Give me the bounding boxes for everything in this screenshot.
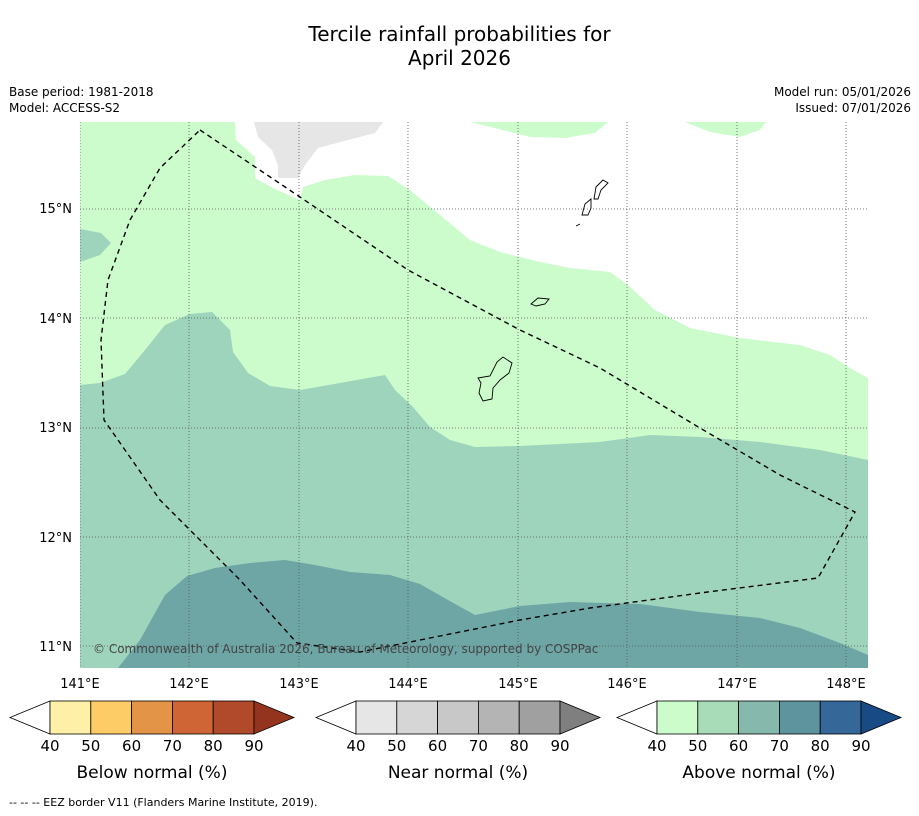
colorbar-tick-label: 60: [729, 737, 748, 755]
colorbar-tick-label: 40: [647, 737, 666, 755]
colorbar-tick-label: 60: [122, 737, 141, 755]
above-50-60-left-patch: [80, 229, 111, 262]
base-period: Base period: 1981-2018: [9, 85, 154, 99]
lon-label: 146°E: [607, 677, 647, 692]
colorbar-tick-label: 50: [387, 737, 406, 755]
colorbar-segment: [819, 700, 862, 735]
colorbar-segment: [355, 700, 398, 735]
model-name: Model: ACCESS-S2: [9, 101, 121, 115]
below-normal-title: Below normal (%): [77, 763, 228, 783]
colorbar-tick-label: 80: [510, 737, 529, 755]
above-40-50-top-blob-1: [470, 122, 608, 138]
colorbar-high-extend: [253, 700, 296, 735]
colorbar-tick-label: 90: [851, 737, 870, 755]
eez-border: [100, 129, 856, 653]
aguijan-island: [575, 223, 581, 227]
lon-label: 148°E: [826, 677, 866, 692]
colorbar-segment: [396, 700, 438, 735]
lat-label: 13°N: [39, 421, 72, 436]
saipan-island: [593, 179, 609, 200]
lon-labels: 141°E 142°E 143°E 144°E 145°E 146°E 147°…: [60, 677, 866, 692]
above-60-70-region: [118, 560, 868, 668]
meta-right: Model run: 05/01/2026 Issued: 07/01/2026: [774, 84, 911, 116]
near-normal-title: Near normal (%): [388, 763, 528, 783]
colorbar-tick-label: 40: [40, 737, 59, 755]
colorbar-segment: [437, 700, 479, 735]
colorbar-tick-label: 70: [469, 737, 488, 755]
lat-label: 14°N: [39, 312, 72, 327]
colorbar-segment: [90, 700, 133, 735]
colorbar-segment: [738, 700, 780, 735]
meta-left: Base period: 1981-2018 Model: ACCESS-S2: [9, 84, 154, 116]
colorbar-tick-label: 80: [204, 737, 223, 755]
colorbar-segment: [212, 700, 255, 735]
model-run: Model run: 05/01/2026: [773, 85, 911, 99]
lon-label: 141°E: [60, 677, 100, 692]
colorbar-tick-label: 70: [163, 737, 182, 755]
above-normal-title: Above normal (%): [682, 763, 835, 783]
colorbar-tick-label: 80: [811, 737, 830, 755]
colorbar-tick-label: 90: [550, 737, 569, 755]
colorbar-tick-label: 50: [688, 737, 707, 755]
colorbar-low-extend: [314, 700, 357, 735]
lon-label: 144°E: [388, 677, 428, 692]
colorbar-segment: [477, 700, 520, 735]
colorbar-titles: Below normal (%) Near normal (%) Above n…: [77, 763, 836, 783]
colorbar-high-extend: [559, 700, 602, 735]
tinian-island: [581, 198, 592, 216]
colorbar-segment: [49, 700, 92, 735]
colorbar-tick-label: 90: [244, 737, 263, 755]
title-line-2: April 2026: [408, 46, 511, 70]
lon-label: 145°E: [498, 677, 538, 692]
colorbar-segment: [131, 700, 173, 735]
lon-label: 147°E: [717, 677, 757, 692]
near-40-50-region: [254, 122, 383, 178]
footnote: -- -- -- EEZ border V11 (Flanders Marine…: [9, 796, 318, 809]
lon-label: 142°E: [169, 677, 209, 692]
probability-map: © Commonwealth of Australia 2026, Bureau…: [80, 122, 868, 668]
islands: [477, 179, 609, 402]
lat-labels: 15°N 14°N 13°N 12°N 11°N: [39, 202, 72, 655]
title-line-1: Tercile rainfall probabilities for: [308, 22, 611, 46]
guam-island: [477, 356, 513, 402]
colorbar-above: 40 50 60 70 80 90: [615, 700, 903, 755]
above-40-50-top-blob-2: [685, 122, 766, 137]
lon-label: 143°E: [279, 677, 319, 692]
colorbar-tick-label: 70: [770, 737, 789, 755]
colorbar-low-extend: [615, 700, 658, 735]
colorbar-high-extend: [860, 700, 903, 735]
colorbar-tick-label: 40: [346, 737, 365, 755]
copyright-text: © Commonwealth of Australia 2026, Bureau…: [93, 642, 598, 656]
lat-label: 12°N: [39, 531, 72, 546]
lat-label: 15°N: [39, 202, 72, 217]
lat-label: 11°N: [39, 640, 72, 655]
colorbar-near: 40 50 60 70 80 90: [314, 700, 602, 755]
colorbar-tick-label: 60: [428, 737, 447, 755]
colorbar-below: 40 50 60 70 80 90: [8, 700, 296, 755]
colorbar-tick-label: 50: [81, 737, 100, 755]
colorbar-low-extend: [8, 700, 51, 735]
colorbar-segment: [779, 700, 821, 735]
issued-date: Issued: 07/01/2026: [795, 101, 911, 115]
map-title: Tercile rainfall probabilities for April…: [0, 22, 919, 70]
colorbar-segment: [171, 700, 214, 735]
rota-island: [530, 297, 550, 307]
gridlines: [80, 122, 868, 668]
colorbar-segment: [518, 700, 561, 735]
colorbar-segment: [656, 700, 699, 735]
colorbar-segment: [697, 700, 739, 735]
